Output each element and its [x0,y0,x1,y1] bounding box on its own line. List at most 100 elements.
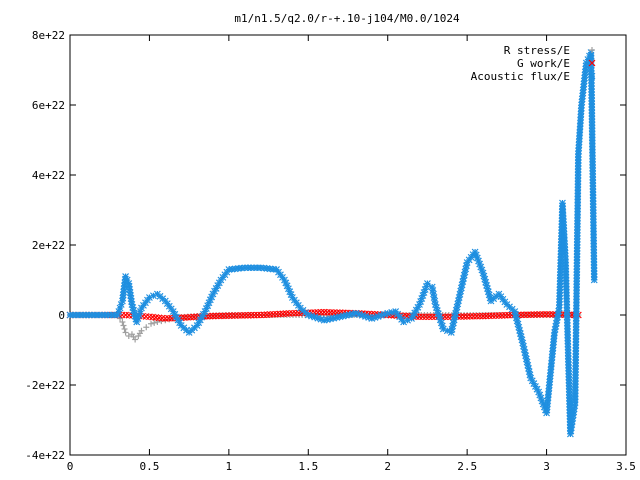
x-tick-label: 1 [226,460,233,473]
series-2-point [574,189,582,197]
series-2-point [588,134,596,141]
series-0-point [122,329,129,336]
series-2-point [431,297,439,305]
series-2-point [562,286,570,294]
legend-marker [588,59,596,67]
series-2-point [565,382,573,390]
series-2-point [564,328,571,336]
series-2-point [573,265,581,273]
series-2-point [590,249,598,257]
series-2-point [573,250,581,258]
series-2-point [571,380,579,388]
series-2-point [589,182,597,190]
series-2-point [590,237,598,244]
series-2-point [589,218,597,226]
series-2-point [564,340,572,348]
legend-label: Acoustic flux/E [471,70,570,83]
series-2-point [573,256,581,264]
series-0-point [138,327,145,334]
series-2-point [588,112,596,120]
series-0-point [125,333,132,339]
x-tick-label: 3.5 [616,460,636,473]
x-tick-label: 2.5 [457,460,477,473]
series-2-point [590,221,597,229]
series-2-point [589,155,596,163]
series-2-point [563,292,570,300]
series-0-point [151,319,158,326]
x-tick-label: 2 [384,460,391,473]
series-2-point [573,289,580,297]
series-2-point [562,259,570,266]
series-2-point [590,228,597,235]
series-2-point [134,315,142,322]
x-tick-label: 3 [543,460,550,473]
series-2-point [572,317,580,325]
series-2-point [589,158,597,166]
legend-marker [589,47,595,53]
series-2-point [572,347,580,355]
series-2-point [590,240,598,248]
series-2-point [572,362,580,370]
series-0-point [119,319,126,325]
y-tick-label: 0 [58,309,65,322]
series-2-point [572,353,580,361]
series-2-point [563,307,571,315]
series-2-point [573,253,581,261]
series-2-point [563,295,571,303]
series-2-point [588,85,595,93]
series-0-point [143,324,150,331]
y-tick-label: 4e+22 [32,169,65,182]
series-2-point [563,313,571,321]
series-2-point [563,289,570,297]
chart-title: m1/n1.5/q2.0/r-+.10-j104/M0.0/1024 [234,12,460,25]
series-2-point [563,298,571,306]
series-2-point [571,393,579,400]
series-2-point [590,261,598,269]
y-tick-label: 6e+22 [32,99,65,112]
series-2-point [564,346,572,354]
series-2-point [573,268,581,276]
series-2-point [590,270,598,278]
series-2-point [573,299,580,306]
x-tick-label: 0 [67,460,74,473]
series-2-point [562,280,570,287]
y-tick-label: -4e+22 [25,449,65,462]
series-0-point [120,322,127,329]
series-2-point [590,231,598,238]
series-2-point [574,202,582,209]
series-2-point [588,100,596,108]
series-2-point [574,208,582,216]
legend-label: G work/E [517,57,570,70]
x-tick-label: 0.5 [139,460,159,473]
series-2-point [589,200,597,208]
y-tick-label: -2e+22 [25,379,65,392]
series-2-point [572,365,580,373]
series-2-point [589,191,597,199]
series-2-point [574,171,582,179]
series-2-point [573,293,580,300]
series-2-point [572,302,580,309]
series-2-point [424,280,431,287]
series-2-point [589,179,597,187]
series-2-point [573,247,581,255]
legend-marker [588,72,596,80]
x-tick-label: 1.5 [298,460,318,473]
y-tick-label: 2e+22 [32,239,65,252]
series-2-point [574,193,582,200]
series-0-point [132,336,139,343]
series-0-point [148,320,155,327]
legend-label: R stress/E [504,44,570,57]
series-2-point [574,205,582,212]
axis-ticks: 0 0.5 1 1.5 2 2.5 3 3.5 -4e+22 -2e+22 0 2e+22 4e+22 6… [25,29,636,473]
series-0-point [121,326,128,332]
series-2-point [564,334,572,342]
series-2-point [561,240,569,248]
series-2-point [571,389,579,397]
series-2-point [563,319,571,327]
series-2-point [590,264,598,272]
series-2-point [589,152,596,160]
series-2-point [571,396,579,403]
series-2-point [590,276,598,284]
